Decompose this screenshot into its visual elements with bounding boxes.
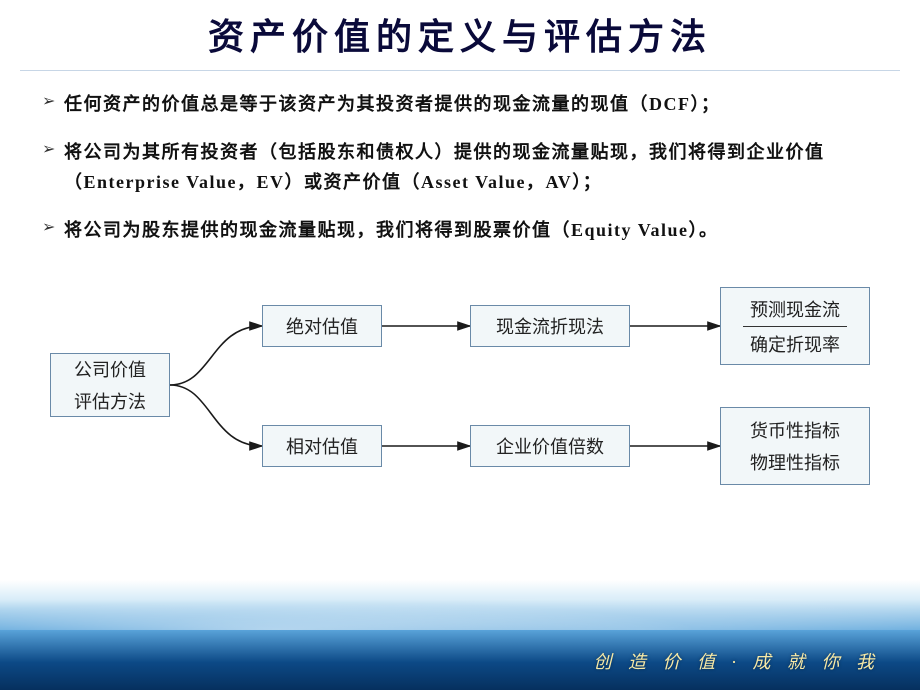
node-label: 货币性指标 xyxy=(750,417,840,443)
flow-diagram: 公司价值评估方法 绝对估值相对估值 现金流折现法企业价值倍数 预测现金流确定折现率货币… xyxy=(0,263,920,543)
node-label: 物理性指标 xyxy=(750,449,840,475)
node-label: 评估方法 xyxy=(74,388,146,414)
node-label: 确定折现率 xyxy=(750,331,840,357)
node-label: 公司价值 xyxy=(74,356,146,382)
node-rel: 相对估值 xyxy=(262,425,382,467)
node-mult: 企业价值倍数 xyxy=(470,425,630,467)
node-out2: 货币性指标物理性指标 xyxy=(720,407,870,485)
bullet-item: ➢ 将公司为股东提供的现金流量贴现，我们将得到股票价值（Equity Value… xyxy=(42,215,880,245)
arrow xyxy=(170,326,262,385)
node-separator xyxy=(743,326,847,327)
node-label: 现金流折现法 xyxy=(496,313,604,339)
bullet-text: 将公司为其所有投资者（包括股东和债权人）提供的现金流量贴现，我们将得到企业价值（… xyxy=(64,137,880,197)
arrow xyxy=(170,385,262,446)
page-title: 资产价值的定义与评估方法 xyxy=(0,0,920,60)
bullet-item: ➢ 将公司为其所有投资者（包括股东和债权人）提供的现金流量贴现，我们将得到企业价… xyxy=(42,137,880,197)
node-root: 公司价值评估方法 xyxy=(50,353,170,417)
bullet-list: ➢ 任何资产的价值总是等于该资产为其投资者提供的现金流量的现值（DCF）； ➢ … xyxy=(0,71,920,245)
bullet-text: 将公司为股东提供的现金流量贴现，我们将得到股票价值（Equity Value）。 xyxy=(64,215,880,245)
node-dcf: 现金流折现法 xyxy=(470,305,630,347)
node-label: 绝对估值 xyxy=(286,313,358,339)
node-label: 预测现金流 xyxy=(750,296,840,322)
bullet-marker-icon: ➢ xyxy=(42,89,64,115)
footer-motto: 创 造 价 值 · 成 就 你 我 xyxy=(594,648,881,674)
bullet-marker-icon: ➢ xyxy=(42,137,64,163)
bullet-text: 任何资产的价值总是等于该资产为其投资者提供的现金流量的现值（DCF）； xyxy=(64,89,880,119)
bullet-marker-icon: ➢ xyxy=(42,215,64,241)
node-out1: 预测现金流确定折现率 xyxy=(720,287,870,365)
node-label: 相对估值 xyxy=(286,433,358,459)
node-abs: 绝对估值 xyxy=(262,305,382,347)
bullet-item: ➢ 任何资产的价值总是等于该资产为其投资者提供的现金流量的现值（DCF）； xyxy=(42,89,880,119)
node-label: 企业价值倍数 xyxy=(496,433,604,459)
